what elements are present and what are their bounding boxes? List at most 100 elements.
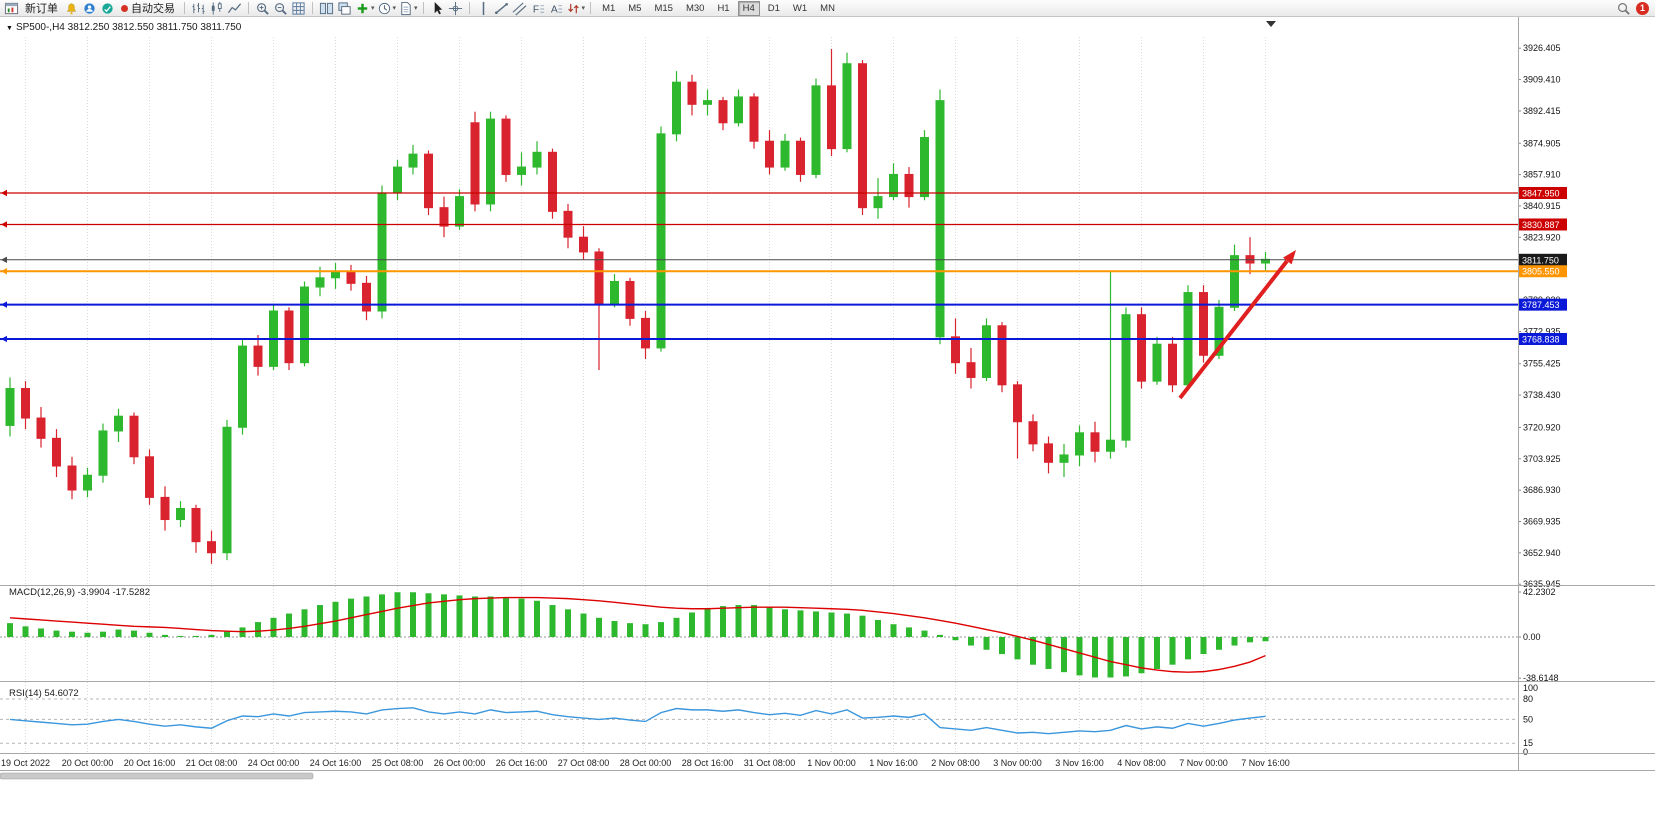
- svg-text:3772.935: 3772.935: [1523, 326, 1561, 336]
- autotrade-status-icon: [121, 4, 128, 12]
- svg-text:21 Oct 08:00: 21 Oct 08:00: [186, 758, 238, 768]
- toolbar-separator: [184, 2, 185, 14]
- svg-text:24 Oct 00:00: 24 Oct 00:00: [248, 758, 300, 768]
- timeframe-button-w1[interactable]: W1: [792, 2, 808, 14]
- svg-text:3 Nov 00:00: 3 Nov 00:00: [993, 758, 1042, 768]
- search-icon[interactable]: [1615, 1, 1632, 16]
- svg-text:3669.935: 3669.935: [1523, 517, 1561, 527]
- svg-text:0.00: 0.00: [1523, 632, 1541, 642]
- svg-text:3840.915: 3840.915: [1523, 201, 1561, 211]
- indicators-add-dropdown-icon[interactable]: ▾: [371, 5, 375, 12]
- grid-icon[interactable]: [290, 1, 307, 16]
- svg-text:24 Oct 16:00: 24 Oct 16:00: [310, 758, 362, 768]
- templates-dropdown-icon[interactable]: ▾: [414, 5, 418, 12]
- price-tags: 3847.950 3830.887 3811.750 3805.550 3787.453…: [1519, 186, 1567, 345]
- svg-text:4 Nov 08:00: 4 Nov 08:00: [1117, 758, 1166, 768]
- cascade-windows-icon[interactable]: [336, 1, 353, 16]
- timeframe-button-mn[interactable]: MN: [820, 2, 835, 14]
- macd-panel: 42.2302 0.00 -38.6148: [0, 587, 1559, 683]
- line-chart-icon[interactable]: [226, 1, 243, 16]
- svg-text:3787.453: 3787.453: [1522, 300, 1560, 310]
- toolbar-separator: [422, 2, 424, 14]
- toolbar-separator: [468, 2, 470, 14]
- period-clock-icon[interactable]: [376, 1, 393, 16]
- chart-collapse-icon[interactable]: ▼: [6, 25, 13, 32]
- timeframe-button-m5[interactable]: M5: [628, 2, 642, 14]
- price-axis: 3926.405 3909.410 3892.415 3874.905 3857.910…: [1518, 43, 1561, 589]
- timeframe-button-m15[interactable]: M15: [654, 2, 673, 14]
- timeframe-button-m30[interactable]: M30: [685, 2, 705, 14]
- community-icon[interactable]: [81, 1, 98, 16]
- svg-text:3811.750: 3811.750: [1522, 255, 1559, 265]
- svg-text:3874.905: 3874.905: [1523, 138, 1561, 148]
- time-axis: 19 Oct 2022 20 Oct 00:00 20 Oct 16:00 21 Oc…: [1, 758, 1290, 768]
- autotrade-button-label: 自动交易: [131, 3, 175, 15]
- scroll-to-end-marker[interactable]: [1266, 21, 1276, 27]
- svg-text:1 Nov 00:00: 1 Nov 00:00: [807, 758, 856, 768]
- toolbar-separator: [590, 2, 592, 14]
- symbol-ohlc-info: ▼ SP500-,H4 3812.250 3812.550 3811.750 38…: [6, 22, 241, 33]
- chart-canvas[interactable]: 3926.405 3909.410 3892.415 3874.905 3857.910…: [0, 17, 1655, 819]
- trend-arrow[interactable]: [1178, 250, 1296, 400]
- svg-text:20 Oct 16:00: 20 Oct 16:00: [124, 758, 176, 768]
- cursor-icon[interactable]: [429, 1, 446, 16]
- svg-text:3926.405: 3926.405: [1523, 43, 1561, 53]
- timeframe-button-h1[interactable]: H1: [717, 2, 730, 14]
- crosshair-icon[interactable]: [447, 1, 464, 16]
- text-label-icon[interactable]: A: [547, 1, 564, 16]
- timeframe-button-m1[interactable]: M1: [602, 2, 616, 14]
- svg-text:3830.887: 3830.887: [1522, 220, 1560, 230]
- arrow-objects-dropdown-icon[interactable]: ▾: [581, 5, 586, 12]
- alerts-icon[interactable]: [63, 1, 80, 16]
- svg-text:3823.920: 3823.920: [1523, 232, 1561, 242]
- notification-badge[interactable]: 1: [1636, 1, 1649, 15]
- svg-text:27 Oct 08:00: 27 Oct 08:00: [558, 758, 610, 768]
- svg-text:31 Oct 08:00: 31 Oct 08:00: [744, 758, 796, 768]
- svg-text:3857.910: 3857.910: [1523, 170, 1561, 180]
- arrow-objects-icon[interactable]: [565, 1, 582, 16]
- svg-text:26 Oct 16:00: 26 Oct 16:00: [496, 758, 548, 768]
- zoom-in-icon[interactable]: [254, 1, 271, 16]
- svg-text:100: 100: [1523, 683, 1538, 693]
- svg-text:25 Oct 08:00: 25 Oct 08:00: [372, 758, 424, 768]
- svg-text:20 Oct 00:00: 20 Oct 00:00: [62, 758, 114, 768]
- svg-text:28 Oct 00:00: 28 Oct 00:00: [620, 758, 672, 768]
- svg-text:3738.430: 3738.430: [1523, 390, 1561, 400]
- channel-icon[interactable]: [511, 1, 528, 16]
- svg-text:26 Oct 00:00: 26 Oct 00:00: [434, 758, 486, 768]
- candlestick-chart-icon[interactable]: [208, 1, 225, 16]
- fibonacci-icon[interactable]: F: [529, 1, 546, 16]
- svg-text:3768.838: 3768.838: [1522, 334, 1560, 344]
- indicators-add-icon[interactable]: [354, 1, 371, 16]
- svg-text:3635.945: 3635.945: [1523, 579, 1561, 589]
- rsi-indicator-label: RSI(14) 54.6072: [9, 688, 79, 699]
- svg-text:3892.415: 3892.415: [1523, 106, 1561, 116]
- timeframe-button-h4[interactable]: H4: [737, 0, 760, 16]
- new-chart-icon[interactable]: [3, 1, 20, 16]
- svg-text:3686.930: 3686.930: [1523, 485, 1561, 495]
- vertical-line-icon[interactable]: [475, 1, 492, 16]
- new-order-button[interactable]: 新订单: [21, 1, 62, 16]
- timeframe-button-d1[interactable]: D1: [767, 2, 780, 14]
- templates-icon[interactable]: [397, 1, 414, 16]
- bar-chart-icon[interactable]: [190, 1, 207, 16]
- svg-text:3720.920: 3720.920: [1523, 422, 1561, 432]
- svg-text:50: 50: [1523, 714, 1533, 724]
- panel-borders: [0, 17, 1655, 771]
- svg-text:3652.940: 3652.940: [1523, 548, 1561, 558]
- tile-windows-icon[interactable]: [318, 1, 335, 16]
- candles-layer: [5, 48, 1270, 564]
- market-watch-icon[interactable]: [99, 1, 116, 16]
- toolbar-separator: [312, 2, 313, 14]
- svg-text:19 Oct 2022: 19 Oct 2022: [1, 758, 50, 768]
- new-order-button-label: 新订单: [25, 3, 58, 15]
- period-clock-dropdown-icon[interactable]: ▾: [392, 5, 397, 12]
- autotrade-button[interactable]: 自动交易: [117, 1, 179, 16]
- svg-text:3703.925: 3703.925: [1523, 454, 1561, 464]
- horizontal-scrollbar[interactable]: [0, 772, 314, 780]
- toolbar-separator: [248, 2, 249, 14]
- zoom-out-icon[interactable]: [272, 1, 289, 16]
- horizontal-lines-layer[interactable]: [0, 189, 1518, 343]
- svg-text:80: 80: [1523, 694, 1533, 704]
- trendline-icon[interactable]: [493, 1, 510, 16]
